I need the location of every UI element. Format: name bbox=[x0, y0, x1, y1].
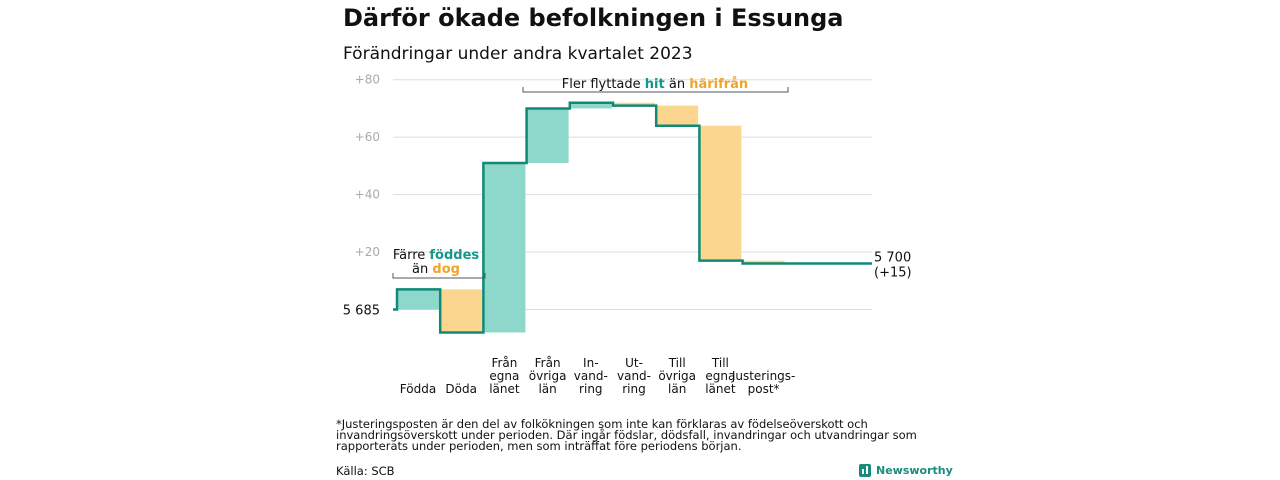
births-bracket bbox=[392, 273, 486, 279]
category-label: länet bbox=[489, 382, 520, 396]
category-label: egna bbox=[705, 369, 735, 383]
category-label: Till bbox=[711, 356, 729, 370]
waterfall-bar bbox=[742, 260, 785, 264]
category-label: Döda bbox=[445, 382, 477, 396]
category-label: övriga bbox=[529, 369, 567, 383]
births-annotation-line1: Färre föddes bbox=[393, 248, 480, 263]
source-note: Källa: SCB bbox=[336, 464, 395, 478]
waterfall-bar bbox=[613, 102, 655, 106]
category-label: övriga bbox=[658, 369, 696, 383]
category-label: In- bbox=[583, 356, 598, 370]
category-label: egna bbox=[489, 369, 519, 383]
category-label: länet bbox=[705, 382, 736, 396]
y-tick-label: +60 bbox=[355, 130, 380, 144]
brand-logo: Newsworthy bbox=[859, 464, 953, 477]
category-label: vand- bbox=[574, 369, 608, 383]
waterfall-bar bbox=[699, 125, 742, 261]
start-value-label: 5 685 bbox=[343, 304, 380, 319]
category-label: Födda bbox=[400, 382, 436, 396]
chart-title: Därför ökade befolkningen i Essunga bbox=[343, 4, 844, 32]
category-label: Justerings- bbox=[731, 369, 796, 383]
waterfall-chart: +20 +40 +60 +80 5 685 5 700(+15) Födda Döda Från… bbox=[343, 73, 912, 396]
cumulative-step-line bbox=[393, 101, 872, 334]
footnote: *Justeringsposten är den del av folkökni… bbox=[336, 417, 917, 453]
waterfall-bar bbox=[483, 163, 526, 333]
category-label: vand- bbox=[617, 369, 651, 383]
category-label: ring bbox=[579, 382, 603, 396]
waterfall-bar bbox=[440, 289, 483, 333]
category-label: Ut- bbox=[625, 356, 643, 370]
y-tick-label: +40 bbox=[355, 188, 380, 202]
category-label: län bbox=[668, 382, 686, 396]
category-label: Till bbox=[668, 356, 686, 370]
migration-annotation: Fler flyttade hit än härifrån bbox=[562, 77, 748, 92]
waterfall-bar bbox=[526, 108, 569, 164]
y-tick-label: +80 bbox=[355, 73, 380, 87]
end-value-label: 5 700 bbox=[874, 251, 911, 266]
waterfall-bar bbox=[656, 105, 699, 126]
newsworthy-icon bbox=[859, 464, 871, 477]
brand-name: Newsworthy bbox=[876, 464, 953, 477]
chart-subtitle: Förändringar under andra kvartalet 2023 bbox=[343, 44, 693, 64]
births-annotation-line2: än dog bbox=[412, 262, 460, 277]
category-label: Från bbox=[491, 356, 517, 370]
waterfall-bar bbox=[569, 102, 612, 109]
category-label: ring bbox=[622, 382, 646, 396]
migration-bracket bbox=[522, 87, 789, 93]
category-label: Från bbox=[535, 356, 561, 370]
end-change-label: (+15) bbox=[874, 266, 912, 281]
y-tick-label: +20 bbox=[355, 245, 380, 259]
category-label: län bbox=[538, 382, 556, 396]
waterfall-bar bbox=[397, 289, 439, 310]
category-label: post* bbox=[748, 382, 780, 396]
